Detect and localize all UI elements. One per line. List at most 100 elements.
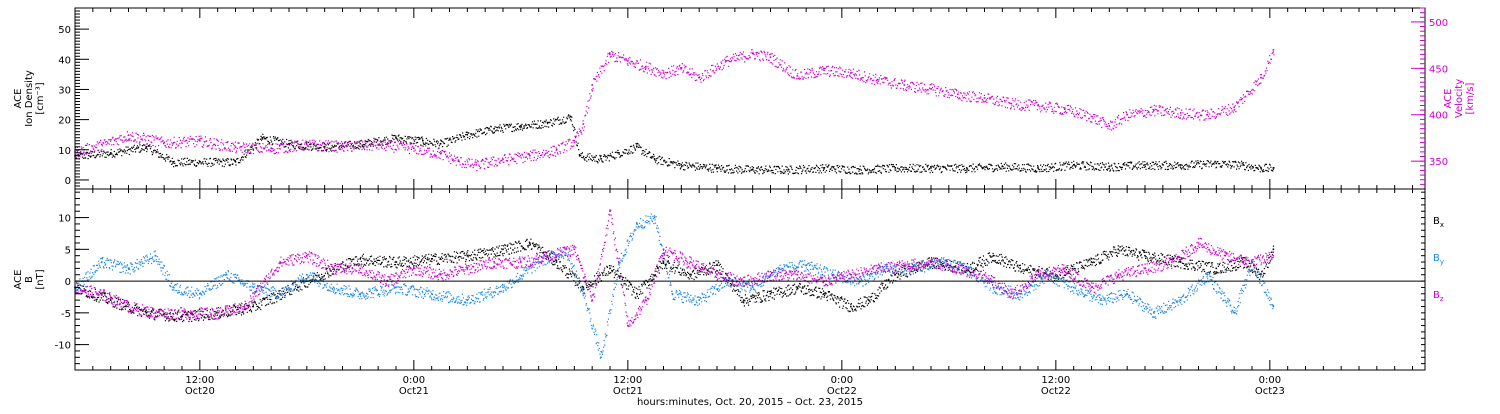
data-point [716, 273, 718, 276]
x-tick-label-time: 12:00 [613, 375, 642, 386]
data-point [252, 305, 255, 308]
data-point [653, 158, 656, 160]
data-point [1272, 248, 1275, 251]
data-point [930, 261, 932, 263]
data-point [644, 299, 647, 301]
data-point [1037, 104, 1039, 107]
data-point [145, 312, 148, 314]
left-tick-label: 50 [58, 25, 71, 36]
data-point [662, 72, 665, 74]
data-point [466, 133, 469, 136]
data-point [564, 248, 567, 251]
data-point [359, 293, 362, 295]
data-point [725, 60, 727, 62]
data-point [306, 143, 308, 146]
right-axis-label-line: Velocity [1454, 79, 1465, 118]
data-point [698, 299, 700, 301]
series-top-left [74, 114, 1275, 175]
data-point [1072, 286, 1075, 289]
data-point [983, 97, 986, 99]
series-dots [75, 213, 1275, 359]
data-point [502, 158, 504, 161]
data-point [1179, 112, 1182, 114]
data-point [885, 267, 888, 270]
data-point [101, 293, 103, 295]
data-point [279, 261, 281, 263]
data-point [965, 167, 968, 169]
data-point [894, 167, 897, 169]
data-point [1251, 261, 1253, 263]
data-point [520, 261, 522, 263]
data-point [546, 121, 549, 124]
data-point [1010, 293, 1013, 295]
right-tick-label: 400 [1429, 111, 1448, 122]
data-point [983, 273, 986, 276]
data-point [270, 147, 272, 149]
data-point [475, 164, 478, 166]
data-point [466, 299, 469, 301]
data-point [698, 76, 700, 79]
legend-subscript: y [1440, 258, 1444, 266]
x-tick-label-time: 12:00 [1041, 375, 1070, 386]
data-point [939, 261, 941, 263]
data-point [341, 145, 344, 148]
data-point [546, 254, 549, 257]
data-point [1179, 164, 1182, 166]
data-point [466, 254, 469, 257]
data-point [1010, 102, 1013, 105]
data-point [306, 254, 308, 257]
data-point [627, 60, 629, 62]
data-point [876, 267, 879, 270]
data-point [163, 141, 165, 144]
data-point [689, 273, 692, 276]
series-dots [75, 209, 1275, 327]
data-point [555, 261, 558, 263]
data-point [520, 124, 522, 127]
data-point [279, 293, 281, 295]
data-point [439, 273, 442, 276]
data-point [636, 293, 638, 295]
data-point [743, 299, 745, 301]
left-axis-label-line: ACE [13, 89, 24, 109]
data-point [252, 286, 255, 289]
series-dots [75, 49, 1275, 172]
data-point [992, 254, 995, 257]
data-point [413, 267, 415, 270]
data-point [716, 264, 718, 266]
data-point [636, 223, 638, 225]
data-point [199, 161, 201, 163]
data-point [101, 261, 103, 263]
data-point [359, 267, 362, 270]
data-point [1144, 267, 1146, 270]
data-point [234, 161, 237, 163]
data-point [912, 267, 914, 270]
data-point [716, 167, 718, 169]
data-point [769, 273, 772, 276]
data-point [662, 248, 665, 251]
data-point [796, 75, 799, 77]
data-point [422, 139, 424, 142]
data-point [529, 154, 531, 157]
frame-layer [74, 7, 1426, 371]
data-point [823, 293, 825, 295]
left-axis-label-line: B [24, 276, 35, 283]
data-point [395, 136, 397, 139]
data-point [439, 152, 442, 155]
data-point [636, 146, 638, 148]
data-point [1224, 254, 1227, 257]
data-point [1117, 248, 1120, 251]
data-point [323, 146, 326, 148]
data-point [1055, 273, 1057, 276]
data-point [787, 168, 790, 171]
x-tick-label-date: Oct22 [827, 386, 857, 397]
data-point [600, 158, 602, 160]
data-point [199, 139, 201, 142]
data-point [127, 267, 130, 270]
x-tick-label-date: Oct21 [613, 386, 643, 397]
data-point [1260, 76, 1262, 79]
data-point [1272, 305, 1275, 308]
data-point [957, 93, 959, 96]
legend-subscript: z [1440, 295, 1444, 303]
